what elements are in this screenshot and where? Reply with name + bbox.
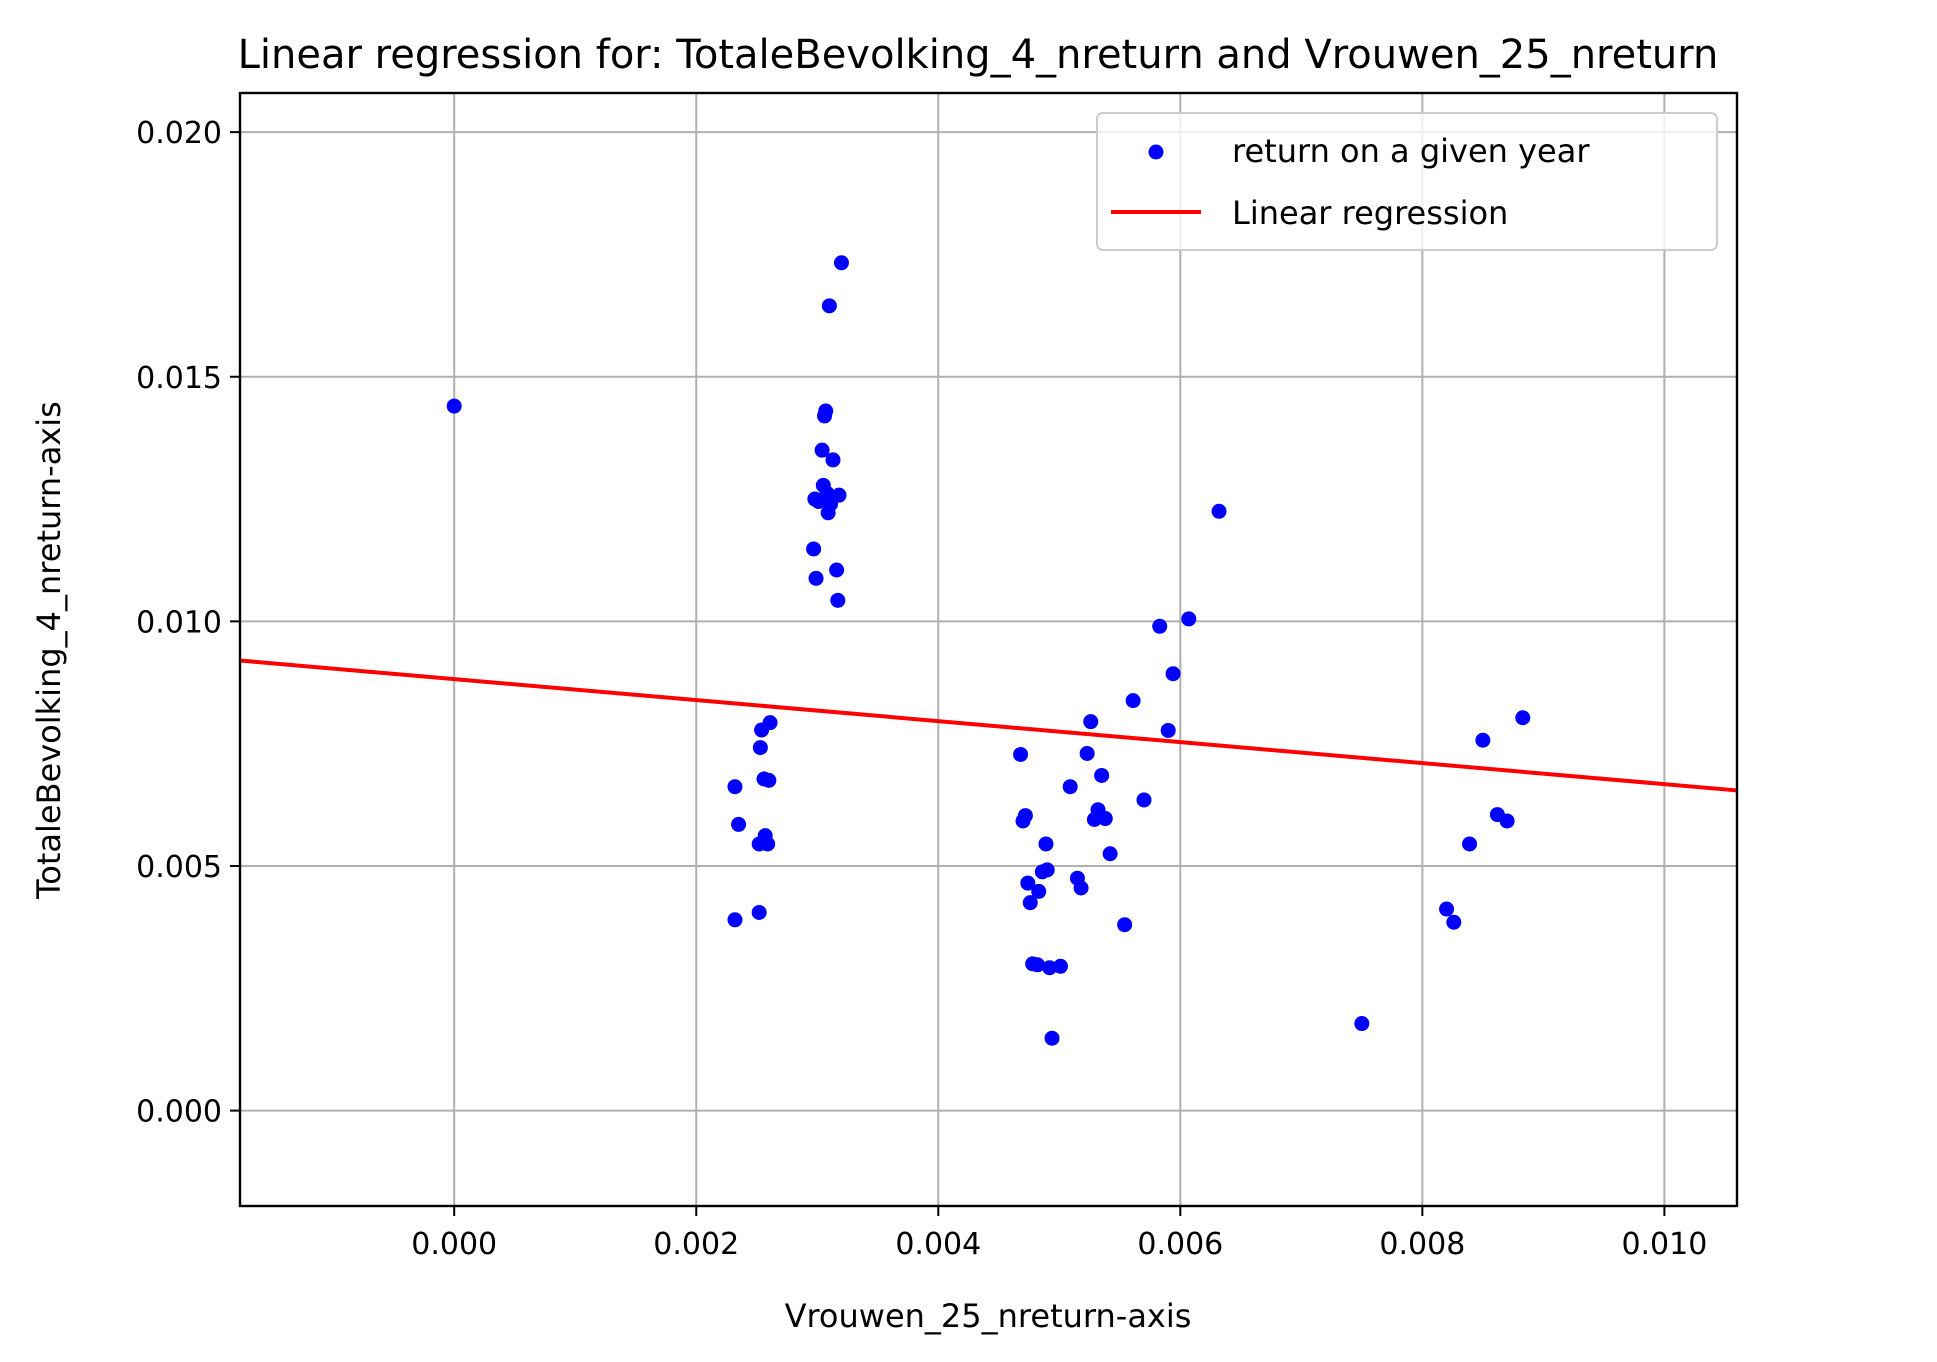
- scatter-point: [806, 541, 822, 557]
- legend-label-scatter: return on a given year: [1232, 132, 1590, 170]
- scatter-point: [762, 715, 778, 731]
- scatter-point: [1439, 901, 1455, 917]
- x-axis-label: Vrouwen_25_nreturn-axis: [785, 1297, 1192, 1335]
- scatter-point: [1499, 813, 1515, 829]
- y-tick-label: 0.005: [136, 850, 222, 885]
- scatter-point: [1022, 895, 1038, 911]
- scatter-point: [1031, 883, 1047, 899]
- scatter-point: [829, 562, 845, 578]
- scatter-point: [1097, 811, 1113, 827]
- scatter-point: [751, 904, 767, 920]
- scatter-point: [1475, 732, 1491, 748]
- scatter-point: [446, 398, 462, 414]
- scatter-point: [731, 816, 747, 832]
- scatter-point: [831, 487, 847, 503]
- scatter-point: [1039, 862, 1055, 878]
- scatter-point: [1062, 779, 1078, 795]
- scatter-point: [1038, 836, 1054, 852]
- scatter-point: [1094, 767, 1110, 783]
- scatter-point: [1354, 1016, 1370, 1032]
- scatter-point: [1079, 745, 1095, 761]
- legend: return on a given year Linear regression: [1096, 112, 1718, 251]
- scatter-point: [830, 592, 846, 608]
- scatter-point: [818, 403, 834, 419]
- scatter-point: [1152, 618, 1168, 634]
- scatter-point: [1125, 693, 1141, 709]
- scatter-point: [1083, 714, 1099, 730]
- x-tick-label: 0.004: [895, 1227, 981, 1262]
- scatter-point: [833, 255, 849, 271]
- scatter-point: [727, 912, 743, 928]
- grid-lines: [240, 93, 1737, 1206]
- scatter-point: [1117, 917, 1133, 933]
- y-tick-label: 0.010: [136, 605, 222, 640]
- x-tick-label: 0.010: [1621, 1227, 1707, 1262]
- scatter-point: [1102, 846, 1118, 862]
- scatter-point: [1073, 880, 1089, 896]
- scatter-point: [760, 836, 776, 852]
- regression-line-layer: [239, 658, 1738, 793]
- regression-line: [239, 658, 1738, 793]
- scatter-point: [1020, 875, 1036, 891]
- scatter-point: [752, 740, 768, 756]
- x-tick-label: 0.000: [411, 1227, 497, 1262]
- scatter-point: [1053, 958, 1069, 974]
- x-tick-label: 0.008: [1379, 1227, 1465, 1262]
- scatter-point: [1165, 666, 1181, 682]
- axis-ticks: 0.000 0.002 0.004 0.006 0.008 0.010 0.000 0.005…: [136, 116, 1707, 1262]
- scatter-point: [1211, 503, 1227, 519]
- scatter-point: [1013, 746, 1029, 762]
- legend-scatter-marker: [1148, 144, 1164, 160]
- chart-title: Linear regression for: TotaleBevolking_4…: [238, 32, 1719, 78]
- scatter-point: [761, 772, 777, 788]
- scatter-points: [446, 255, 1531, 1046]
- scatter-point: [825, 452, 841, 468]
- scatter-point: [1181, 611, 1197, 627]
- scatter-point: [1044, 1030, 1060, 1046]
- y-tick-label: 0.015: [136, 361, 222, 396]
- scatter-point: [1515, 710, 1531, 726]
- scatter-point: [1017, 808, 1033, 824]
- scatter-point: [1462, 836, 1478, 852]
- scatter-point: [1030, 957, 1046, 973]
- scatter-point: [814, 442, 830, 458]
- x-tick-label: 0.002: [653, 1227, 739, 1262]
- y-axis-label: TotaleBevolking_4_nreturn-axis: [30, 401, 68, 900]
- scatter-point: [821, 298, 837, 314]
- scatter-point: [727, 779, 743, 795]
- legend-box: [1096, 112, 1718, 251]
- scatter-point: [808, 570, 824, 586]
- y-tick-label: 0.020: [136, 116, 222, 151]
- scatter-point: [1136, 792, 1152, 808]
- scatter-point: [1446, 914, 1462, 930]
- plot-frame: [238, 91, 1739, 1208]
- scatter-point: [1160, 722, 1176, 738]
- y-tick-label: 0.000: [136, 1095, 222, 1130]
- legend-label-line: Linear regression: [1232, 194, 1508, 232]
- x-tick-label: 0.006: [1137, 1227, 1223, 1262]
